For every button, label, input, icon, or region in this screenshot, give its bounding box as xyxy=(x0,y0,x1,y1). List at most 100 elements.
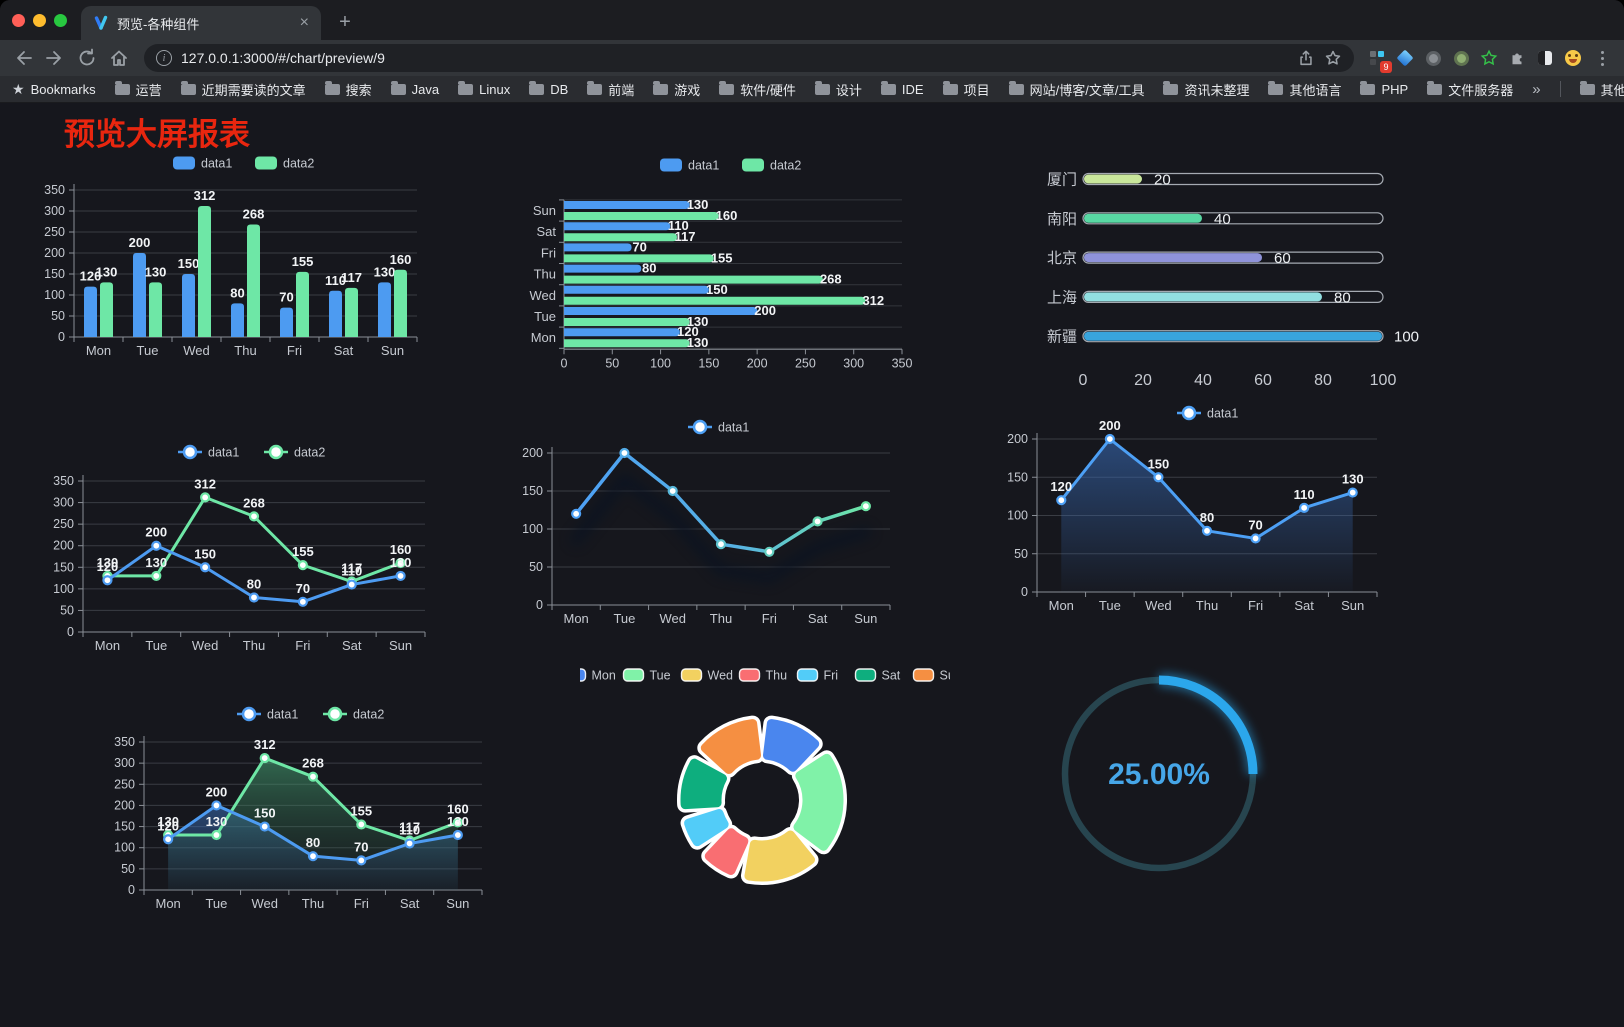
bookmark-folder[interactable]: 软件/硬件 xyxy=(719,80,796,99)
chart-canvas[interactable]: data1 data2 0 50 100 150 200 250 300 350 Sun 130 160… xyxy=(505,153,925,415)
bookmark-folder[interactable]: Linux xyxy=(458,80,510,97)
bookmark-folder[interactable]: 其他语言 xyxy=(1268,80,1341,99)
svg-text:350: 350 xyxy=(44,183,65,197)
chart-canvas[interactable]: 0 50 100 150 200 250 300 350 Mon Tue Wed Thu Fri Sat S… xyxy=(100,660,524,922)
tab-close-icon[interactable]: × xyxy=(299,14,309,31)
svg-text:80: 80 xyxy=(642,261,656,276)
svg-text:150: 150 xyxy=(698,356,719,370)
browser-menu-button[interactable] xyxy=(1592,50,1612,66)
extension-icon-green-circle[interactable] xyxy=(1448,45,1474,71)
bookmarks-overflow-chevron[interactable]: » xyxy=(1532,80,1541,98)
bookmark-folder[interactable]: 游戏 xyxy=(653,80,700,99)
extension-badge: 9 xyxy=(1380,61,1392,73)
svg-text:Wed: Wed xyxy=(251,896,278,911)
fullscreen-window-button[interactable] xyxy=(54,13,67,27)
chart-gauge[interactable]: 25.00% xyxy=(1030,653,1310,913)
svg-text:200: 200 xyxy=(206,784,228,799)
svg-text:南阳: 南阳 xyxy=(1047,211,1077,228)
reload-button[interactable] xyxy=(72,43,102,73)
bookmark-folder[interactable]: 前端 xyxy=(587,80,634,99)
bookmark-folder[interactable]: 项目 xyxy=(942,80,990,99)
svg-text:Wed: Wed xyxy=(192,638,219,653)
bookmark-folder[interactable]: 搜索 xyxy=(324,80,372,99)
svg-text:40: 40 xyxy=(1194,372,1212,389)
extension-icon-green-star[interactable] xyxy=(1476,45,1502,71)
bookmark-folder[interactable]: 运营 xyxy=(114,80,162,99)
svg-text:70: 70 xyxy=(1248,517,1262,532)
chart-canvas[interactable]: 0 50 100 150 200 250 300 350 Mon Tue Wed Thu Fri Sat S… xyxy=(40,425,464,687)
svg-text:Mon: Mon xyxy=(592,669,616,683)
bookmark-folder-label: 运营 xyxy=(135,82,162,98)
svg-text:Mon: Mon xyxy=(531,330,556,345)
chart-canvas[interactable]: 厦门 20 南阳 40 北京 60 上海 80 新疆 100 0 20 40 60 80 100 xyxy=(985,160,1425,395)
minimize-window-button[interactable] xyxy=(33,13,46,27)
other-bookmarks-folder[interactable]: 其他书签 xyxy=(1579,80,1624,99)
svg-text:200: 200 xyxy=(1099,418,1121,433)
bookmark-folder[interactable]: Java xyxy=(390,80,439,97)
chart-donut[interactable]: Mon Tue Wed Thu Fri Sat Sun xyxy=(580,655,950,915)
svg-text:50: 50 xyxy=(605,356,619,370)
svg-text:130: 130 xyxy=(157,814,179,829)
share-icon xyxy=(1300,50,1312,66)
bookmark-folder[interactable]: 文件服务器 xyxy=(1427,80,1513,99)
svg-text:312: 312 xyxy=(254,737,276,752)
svg-text:80: 80 xyxy=(306,835,320,850)
share-button[interactable] xyxy=(1297,49,1315,67)
svg-text:Wed: Wed xyxy=(530,288,557,303)
extension-icon-puzzle[interactable] xyxy=(1504,45,1530,71)
bookmark-folder[interactable]: DB xyxy=(529,80,568,97)
extension-icon-grid[interactable]: 9 xyxy=(1364,45,1392,73)
bookmarks-manager[interactable]: ★ Bookmarks xyxy=(12,81,96,98)
tab-strip: 预览-各种组件 × + xyxy=(0,0,1624,40)
bookmark-star-button[interactable] xyxy=(1324,49,1342,67)
bookmark-folder-label: 项目 xyxy=(963,82,990,98)
svg-text:Thu: Thu xyxy=(1196,598,1218,613)
svg-text:130: 130 xyxy=(390,555,412,570)
extension-icon-grey-circle[interactable] xyxy=(1420,45,1446,71)
chart-canvas[interactable]: 0 50 100 150 200 250 300 350 Mon Tue Wed Thu Fri Sat S… xyxy=(36,147,460,407)
close-window-button[interactable] xyxy=(12,13,25,27)
chart-canvas[interactable]: 0 50 100 150 200 Mon Tue Wed Thu Fri Sat Sun data1 12… xyxy=(980,393,1400,625)
chart-line-area-two-series[interactable]: 0 50 100 150 200 250 300 350 Mon Tue Wed Thu Fri Sat S… xyxy=(100,660,524,922)
bookmark-folder[interactable]: 网站/博客/文章/工具 xyxy=(1008,80,1144,99)
svg-text:Thu: Thu xyxy=(243,638,265,653)
chart-canvas[interactable]: 0 50 100 150 200 Mon Tue Wed Thu Fri Sat Sun data1 xyxy=(495,400,915,635)
chart-horizontal-bar[interactable]: data1 data2 0 50 100 150 200 250 300 350 Sun 130 160… xyxy=(505,153,925,415)
forward-button[interactable] xyxy=(40,43,70,73)
bookmark-folder[interactable]: IDE xyxy=(880,80,924,97)
back-button[interactable] xyxy=(8,43,38,73)
chart-line-gradient[interactable]: 0 50 100 150 200 Mon Tue Wed Thu Fri Sat Sun data1 xyxy=(495,400,915,635)
extension-icon-dark-mode[interactable] xyxy=(1532,45,1558,71)
svg-text:130: 130 xyxy=(687,314,709,329)
folder-icon xyxy=(180,80,196,95)
bookmark-folder[interactable]: 设计 xyxy=(814,80,862,99)
chart-grouped-bar[interactable]: 0 50 100 150 200 250 300 350 Mon Tue Wed Thu Fri Sat S… xyxy=(36,147,460,407)
svg-text:268: 268 xyxy=(243,495,265,510)
chart-canvas[interactable]: Mon Tue Wed Thu Fri Sat Sun xyxy=(580,655,950,915)
chart-progress-bars[interactable]: 厦门 20 南阳 40 北京 60 上海 80 新疆 100 0 20 40 60 80 100 xyxy=(985,160,1425,395)
svg-text:Tue: Tue xyxy=(613,611,635,626)
browser-tab[interactable]: 预览-各种组件 × xyxy=(81,6,321,40)
extension-icon-emoji[interactable] xyxy=(1560,45,1586,71)
new-tab-button[interactable]: + xyxy=(339,10,351,33)
svg-text:110: 110 xyxy=(325,273,346,288)
bookmark-folder[interactable]: PHP xyxy=(1360,80,1408,97)
svg-text:150: 150 xyxy=(522,484,543,498)
svg-text:200: 200 xyxy=(53,539,74,553)
folder-icon xyxy=(390,80,406,95)
url-text[interactable]: 127.0.0.1:3000/#/chart/preview/9 xyxy=(181,50,385,66)
address-bar[interactable]: i 127.0.0.1:3000/#/chart/preview/9 xyxy=(144,44,1354,72)
svg-text:Fri: Fri xyxy=(541,245,556,260)
bookmark-folder[interactable]: 近期需要读的文章 xyxy=(180,80,306,99)
svg-text:130: 130 xyxy=(145,264,167,279)
chart-canvas[interactable]: 25.00% xyxy=(1030,653,1310,913)
extension-icon-gem[interactable] xyxy=(1392,45,1418,71)
tab-title: 预览-各种组件 xyxy=(117,16,200,32)
chart-line-two-series[interactable]: 0 50 100 150 200 250 300 350 Mon Tue Wed Thu Fri Sat S… xyxy=(40,425,464,687)
home-button[interactable] xyxy=(104,43,134,73)
star-icon xyxy=(1325,50,1341,65)
svg-text:150: 150 xyxy=(254,806,276,821)
site-info-icon[interactable]: i xyxy=(156,50,172,66)
bookmark-folder[interactable]: 资讯未整理 xyxy=(1163,80,1249,99)
chart-line-area[interactable]: 0 50 100 150 200 Mon Tue Wed Thu Fri Sat Sun data1 12… xyxy=(980,393,1400,625)
